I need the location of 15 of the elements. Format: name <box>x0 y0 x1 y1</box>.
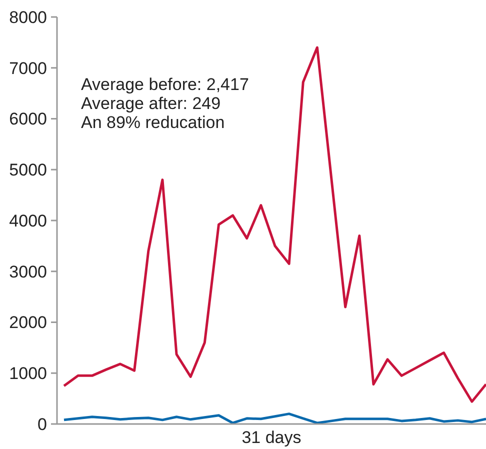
y-tick-label: 6000 <box>9 110 47 129</box>
y-tick-label: 1000 <box>9 364 47 384</box>
y-tick-label: 5000 <box>9 160 47 180</box>
line-series <box>62 46 486 403</box>
y-tick-label: 0 <box>38 414 47 434</box>
y-tick-label: 7000 <box>9 58 47 78</box>
y-tick-label: 8000 <box>9 8 47 27</box>
y-tick-label: 2000 <box>9 313 47 332</box>
line-series <box>62 412 486 424</box>
y-tick-label: 3000 <box>9 262 47 282</box>
annotation: An 89% reducation <box>81 113 225 132</box>
annotation: Average before: 2,417 <box>81 75 249 94</box>
y-tick-label: 4000 <box>9 211 47 230</box>
x-axis-title: 31 days <box>242 428 302 447</box>
annotation: Average after: 249 <box>81 94 221 113</box>
